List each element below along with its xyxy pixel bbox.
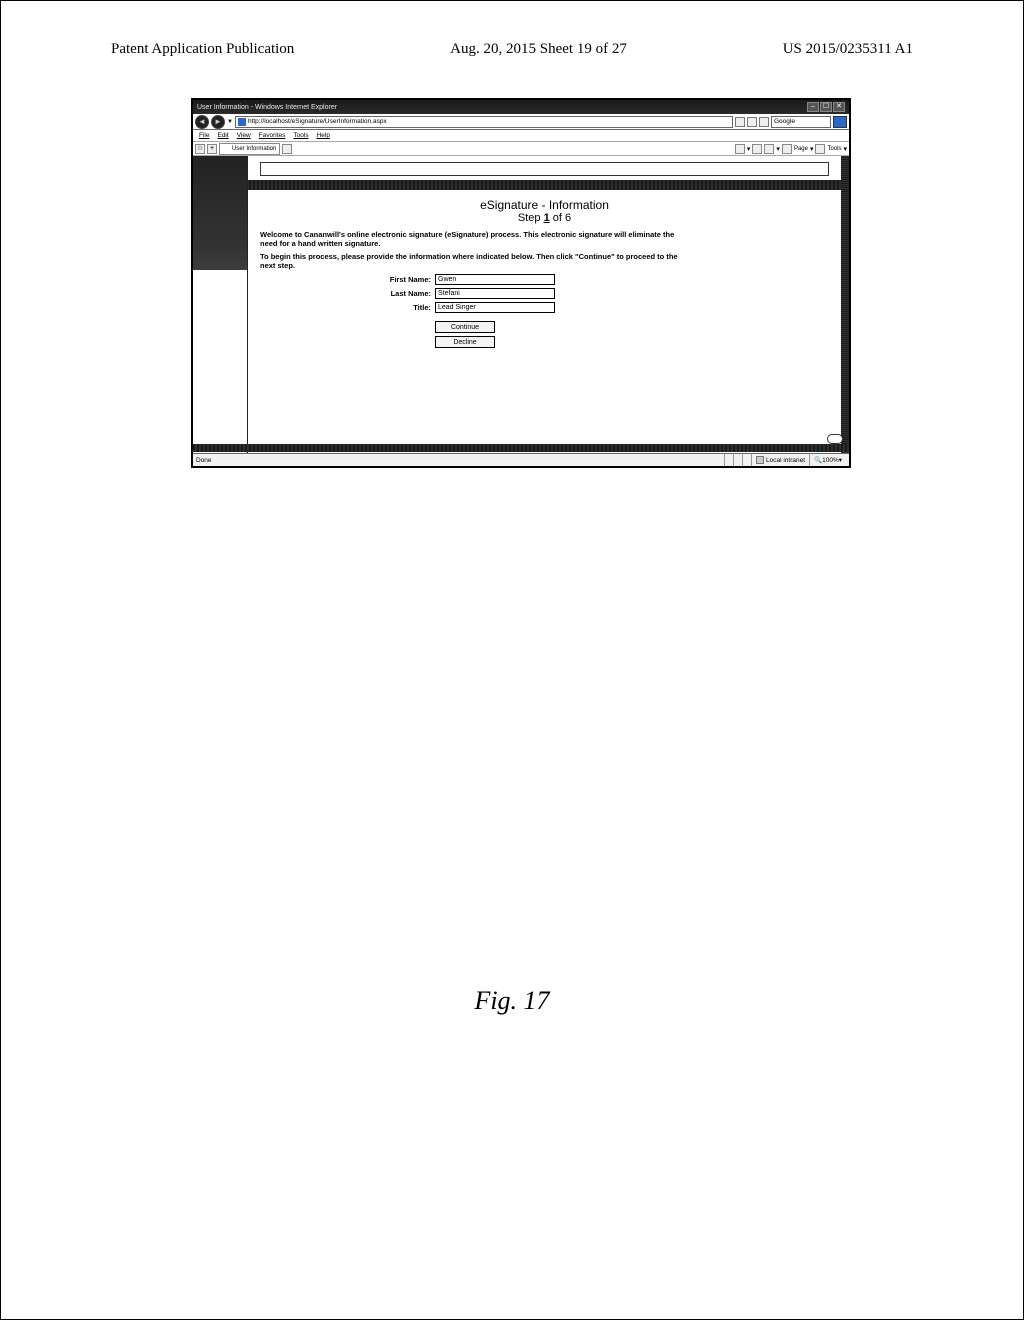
tab-toolbar-row: ☆ + User Information ▾ ▾ Page ▾ Tools <box>193 142 849 156</box>
menu-help[interactable]: Help <box>317 132 330 139</box>
url-text: http://localhost/eSignature/UserInformat… <box>248 118 387 125</box>
zone-text: Local intranet <box>766 457 805 464</box>
instructions-text: To begin this process, please provide th… <box>260 252 680 270</box>
new-tab-icon[interactable] <box>282 144 292 154</box>
dark-header-band <box>193 180 841 190</box>
zoom-text: 100% <box>822 457 839 464</box>
status-seg-2 <box>733 454 742 466</box>
home-icon[interactable] <box>735 144 745 154</box>
value-title: Lead Singer <box>438 304 476 311</box>
row-title: Title: Lead Singer <box>260 302 829 313</box>
address-bar-row: ◄ ► ▼ http://localhost/eSignature/UserIn… <box>193 114 849 130</box>
print-icon[interactable] <box>764 144 774 154</box>
label-first-name: First Name: <box>260 275 435 284</box>
status-bar: Done Local intranet 🔍 100% ▾ <box>193 453 849 466</box>
label-last-name: Last Name: <box>260 289 435 298</box>
menu-tools[interactable]: Tools <box>293 132 308 139</box>
bottom-pill-icon <box>827 434 843 444</box>
menu-favorites[interactable]: Favorites <box>259 132 286 139</box>
input-first-name[interactable]: Gwen <box>435 274 555 285</box>
continue-button[interactable]: Continue <box>435 321 495 333</box>
search-go-icon[interactable] <box>833 116 847 128</box>
page-header: Patent Application Publication Aug. 20, … <box>1 1 1023 68</box>
tb-sep3: ▾ <box>810 145 814 153</box>
tb-sep2: ▾ <box>776 145 780 153</box>
tb-sep1: ▾ <box>747 145 751 153</box>
maximize-button[interactable]: ☐ <box>820 102 832 112</box>
address-bar[interactable]: http://localhost/eSignature/UserInformat… <box>235 116 733 128</box>
status-seg-1 <box>724 454 733 466</box>
tab-title: User Information <box>232 146 276 152</box>
page-menu-label[interactable]: Page <box>794 146 808 152</box>
tools-menu-icon[interactable] <box>815 144 825 154</box>
top-frame-box <box>260 162 829 176</box>
tab-nav-icons: ☆ + <box>195 144 217 154</box>
search-box[interactable]: Google <box>771 116 831 128</box>
ie-page-icon <box>238 118 246 126</box>
stop-icon[interactable] <box>759 117 769 127</box>
status-zone: Local intranet <box>751 454 809 466</box>
value-first-name: Gwen <box>438 276 456 283</box>
browser-tab[interactable]: User Information <box>219 143 280 155</box>
figure-area: User Information - Windows Internet Expl… <box>191 98 833 468</box>
close-button[interactable]: ✕ <box>833 102 845 112</box>
step-prefix: Step <box>518 212 544 224</box>
address-right-controls: Google <box>735 116 847 128</box>
continue-label: Continue <box>451 324 479 331</box>
status-zoom[interactable]: 🔍 100% ▾ <box>809 454 846 466</box>
header-center: Aug. 20, 2015 Sheet 19 of 27 <box>450 41 627 58</box>
figure-label: Fig. 17 <box>1 986 1023 1016</box>
header-right: US 2015/0235311 A1 <box>783 41 913 58</box>
zone-icon <box>756 456 764 464</box>
forward-button[interactable]: ► <box>211 115 225 129</box>
window-titlebar: User Information - Windows Internet Expl… <box>193 100 849 114</box>
status-seg-3 <box>742 454 751 466</box>
feeds-icon[interactable] <box>752 144 762 154</box>
search-provider-text: Google <box>774 118 795 125</box>
favorites-star-icon[interactable]: ☆ <box>195 144 205 154</box>
bottom-noise-band <box>193 444 849 452</box>
minimize-button[interactable]: – <box>807 102 819 112</box>
welcome-text: Welcome to Cananwill's online electronic… <box>260 230 680 248</box>
button-stack: Continue Decline <box>435 321 829 348</box>
header-left: Patent Application Publication <box>111 41 294 58</box>
step-of: of 6 <box>550 212 571 224</box>
dropdown-icon[interactable]: ▼ <box>227 119 233 125</box>
refresh-icon[interactable] <box>747 117 757 127</box>
ie-window: User Information - Windows Internet Expl… <box>191 98 851 468</box>
decline-label: Decline <box>453 339 476 346</box>
menu-view[interactable]: View <box>237 132 251 139</box>
row-last-name: Last Name: Stefani <box>260 288 829 299</box>
main-content-panel: eSignature - Information Step 1 of 6 Wel… <box>248 156 841 456</box>
menu-file[interactable]: File <box>199 132 209 139</box>
tb-sep4: ▾ <box>843 145 847 153</box>
window-buttons: – ☐ ✕ <box>807 102 845 112</box>
patent-page: Patent Application Publication Aug. 20, … <box>0 0 1024 1320</box>
esignature-title: eSignature - Information <box>260 198 829 212</box>
cert-icon[interactable] <box>735 117 745 127</box>
row-first-name: First Name: Gwen <box>260 274 829 285</box>
label-title: Title: <box>260 303 435 312</box>
content-wrap: eSignature - Information Step 1 of 6 Wel… <box>193 156 849 456</box>
page-menu-icon[interactable] <box>782 144 792 154</box>
esignature-step: Step 1 of 6 <box>260 212 829 224</box>
value-last-name: Stefani <box>438 290 460 297</box>
status-done: Done <box>196 457 212 464</box>
decline-button[interactable]: Decline <box>435 336 495 348</box>
window-title: User Information - Windows Internet Expl… <box>197 104 807 111</box>
tools-menu-label[interactable]: Tools <box>827 146 841 152</box>
tab-page-icon <box>223 145 230 152</box>
menu-bar: File Edit View Favorites Tools Help <box>193 130 849 142</box>
input-last-name[interactable]: Stefani <box>435 288 555 299</box>
add-favorite-icon[interactable]: + <box>207 144 217 154</box>
left-sidebar-decor <box>193 156 248 456</box>
menu-edit[interactable]: Edit <box>217 132 228 139</box>
input-title[interactable]: Lead Singer <box>435 302 555 313</box>
right-scrollbar-decor[interactable] <box>841 156 849 456</box>
back-button[interactable]: ◄ <box>195 115 209 129</box>
